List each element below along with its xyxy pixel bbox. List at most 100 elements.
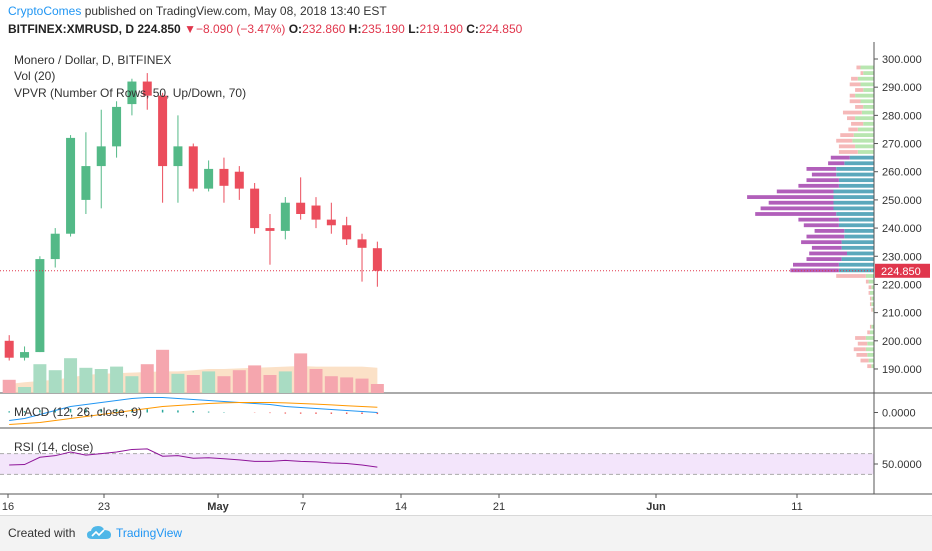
price-tick-label: 190.000 — [882, 364, 922, 376]
price-tick-label: 230.000 — [882, 251, 922, 263]
price-tick-label: 210.000 — [882, 308, 922, 320]
published-text: published on TradingView.com, May 08, 20… — [84, 4, 387, 18]
vpvr-bar-up — [871, 324, 874, 329]
legend-rsi: RSI (14, close) — [14, 440, 93, 454]
tradingview-link[interactable]: TradingView — [116, 526, 183, 540]
vpvr-bar-up — [838, 217, 874, 222]
vpvr-bar-up — [867, 341, 874, 346]
vpvr-bar-down — [869, 302, 872, 307]
symbol-name: BITFINEX:XMRUSD, D — [8, 22, 134, 36]
vpvr-bar-up — [838, 183, 874, 188]
candle-body — [96, 146, 106, 167]
volume-bar — [94, 369, 108, 393]
vpvr-bar-up — [836, 172, 874, 177]
vpvr-bar-down — [806, 257, 842, 261]
vpvr-bar-up — [865, 274, 874, 278]
vpvr-bar-down — [811, 172, 837, 177]
low-label: L: — [408, 22, 420, 36]
vpvr-bar-down — [836, 138, 853, 143]
vpvr-bar-down — [856, 352, 868, 357]
high-label: H: — [348, 22, 362, 36]
time-tick-label: May — [207, 501, 229, 513]
vpvr-bar-up — [871, 285, 874, 290]
vpvr-bar-up — [857, 150, 874, 154]
vpvr-bar-up — [855, 144, 874, 149]
price-tick-label: 220.000 — [882, 279, 922, 291]
price-tick-label: 270.000 — [882, 139, 922, 151]
vpvr-bar-down — [869, 324, 872, 329]
vpvr-bar-up — [871, 364, 874, 369]
vpvr-bar-up — [868, 358, 874, 363]
vpvr-bar-up — [849, 155, 874, 160]
rsi-line — [9, 448, 378, 468]
last-price-tag-label: 224.850 — [881, 266, 921, 278]
vpvr-bar-down — [803, 223, 839, 228]
vpvr-bar-down — [806, 167, 837, 171]
vpvr-bar-up — [872, 307, 874, 312]
candle-body — [173, 146, 183, 167]
vpvr-bar-up — [860, 99, 874, 104]
vpvr-bar-up — [852, 138, 874, 143]
candle-body — [188, 146, 198, 189]
time-tick-label: 16 — [2, 501, 14, 513]
vpvr-bar-down — [830, 155, 850, 160]
vpvr-bar-down — [806, 178, 839, 183]
vpvr-bar-down — [851, 121, 864, 126]
volume-bar — [248, 365, 262, 393]
vpvr-bar-down — [849, 82, 861, 87]
vpvr-bar-down — [801, 240, 842, 245]
vpvr-bar-down — [806, 234, 845, 239]
close-label: C: — [466, 22, 479, 36]
vpvr-bar-up — [865, 336, 874, 340]
vpvr-bar-up — [844, 161, 874, 166]
publish-line: CryptoComes published on TradingView.com… — [8, 4, 387, 18]
vpvr-bar-up — [847, 251, 874, 256]
candle-body — [342, 225, 352, 240]
chart-canvas[interactable]: Monero / Dollar, D, BITFINEX Vol (20) VP… — [0, 42, 932, 515]
vpvr-bar-up — [863, 88, 874, 92]
symbol-line: BITFINEX:XMRUSD, D 224.850 ▼−8.090 (−3.4… — [8, 22, 522, 36]
candle-body — [127, 81, 137, 105]
vpvr-bar-down — [842, 110, 862, 115]
vpvr-bar-down — [798, 183, 839, 188]
vpvr-histogram — [747, 65, 874, 369]
vpvr-bar-down — [768, 200, 834, 205]
macd-tick-label: 0.0000 — [882, 408, 916, 420]
candle-body — [296, 202, 306, 214]
rsi-pane — [0, 448, 874, 475]
vpvr-bar-down — [857, 341, 868, 346]
volume-bar — [232, 370, 246, 393]
vpvr-bar-up — [833, 206, 874, 211]
price-tick-label: 300.000 — [882, 54, 922, 66]
vpvr-bar-up — [867, 352, 874, 357]
vpvr-bar-up — [861, 110, 874, 115]
author-link[interactable]: CryptoComes — [8, 4, 82, 18]
price-scale[interactable]: 300.000 290.000 280.000 270.000 260.000 250.0… — [873, 42, 930, 494]
vpvr-bar-down — [814, 228, 845, 233]
volume-bar — [48, 370, 62, 393]
price-tick-label: 250.000 — [882, 195, 922, 207]
vpvr-bar-down — [798, 217, 839, 222]
vpvr-bar-up — [871, 296, 874, 301]
vpvr-bar-up — [855, 93, 874, 98]
vpvr-bar-down — [853, 347, 866, 352]
vpvr-bar-down — [855, 105, 864, 109]
time-tick-label: 23 — [98, 501, 110, 513]
vpvr-bar-down — [860, 358, 869, 363]
candle-body — [50, 233, 60, 260]
vpvr-bar-down — [838, 150, 858, 154]
price-tick-label: 200.000 — [882, 336, 922, 348]
vpvr-bar-up — [863, 121, 874, 126]
time-scale[interactable]: 16 23 May 7 14 21 Jun 11 — [2, 494, 803, 513]
tradingview-cloud-icon[interactable] — [86, 525, 112, 541]
vpvr-bar-up — [853, 133, 874, 137]
candle-body — [204, 168, 214, 189]
volume-bar — [370, 384, 384, 393]
vpvr-bar-up — [841, 245, 874, 250]
legend-vol: Vol (20) — [14, 69, 55, 83]
vpvr-bar-down — [747, 195, 834, 199]
vpvr-bar-down — [755, 212, 837, 216]
price-tick-label: 290.000 — [882, 82, 922, 94]
vpvr-bar-up — [865, 347, 874, 352]
vpvr-bar-down — [828, 161, 845, 166]
